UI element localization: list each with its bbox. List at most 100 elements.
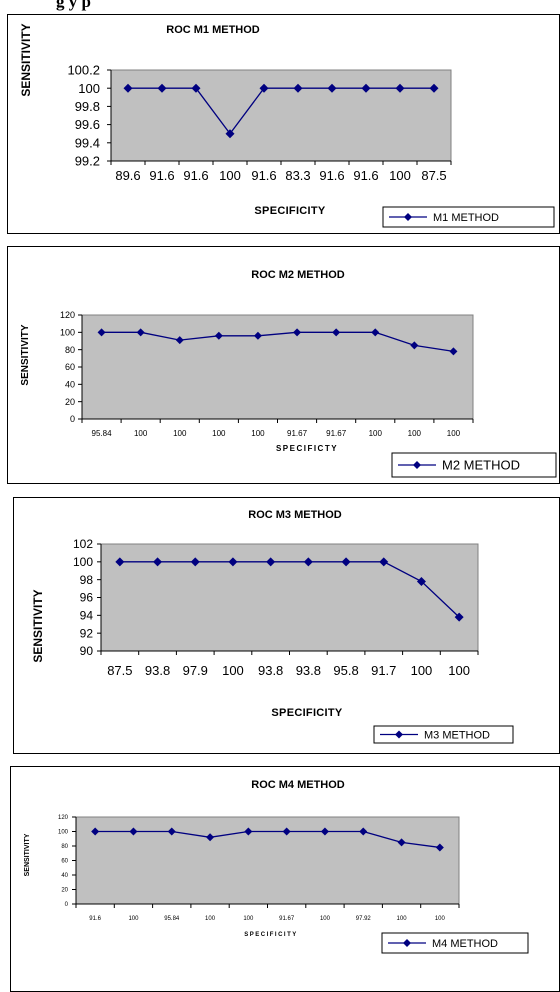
series-line — [101, 331, 454, 353]
data-point-marker — [371, 328, 380, 337]
data-point-marker — [332, 328, 341, 337]
data-point-marker — [97, 328, 106, 337]
y-tick-label: 100 — [60, 327, 75, 337]
x-tick-label: 91.6 — [353, 168, 378, 183]
x-tick-label: 89.6 — [115, 168, 140, 183]
x-tick-label: 91.7 — [371, 663, 396, 678]
y-tick-label: 100 — [58, 830, 69, 836]
figure-caption-text: g y p — [56, 0, 91, 11]
legend-box — [382, 206, 555, 228]
x-tick-label: 97.92 — [356, 916, 372, 922]
x-tick-label: 91.6 — [183, 168, 208, 183]
y-tick-label: 99.6 — [75, 117, 100, 132]
y-tick-label: 20 — [61, 888, 68, 894]
x-tick-label: 100 — [219, 168, 241, 183]
legend-label: M2 METHOD — [442, 458, 520, 473]
y-axis-label: SENSITIVITY — [31, 589, 45, 662]
x-tick-label: 100 — [397, 916, 408, 922]
x-tick-label: 91.6 — [149, 168, 174, 183]
data-point-marker — [266, 557, 276, 567]
legend-marker — [404, 213, 412, 221]
legend-label: M1 METHOD — [433, 212, 499, 224]
chart-panel-m4: ROC M4 METHOD 0 20 40 60 80 100 120 91.6 100 95.84… — [10, 766, 560, 992]
y-tick-label: 60 — [61, 859, 68, 865]
x-tick-label: 87.5 — [107, 663, 132, 678]
data-point-marker — [191, 83, 201, 93]
data-point-marker — [410, 341, 419, 350]
data-point-marker — [327, 83, 337, 93]
data-point-marker — [175, 336, 184, 345]
data-point-marker — [228, 557, 238, 567]
y-tick-label: 102 — [73, 537, 93, 551]
x-tick-label: 100 — [447, 429, 461, 438]
chart-m3: ROC M3 METHOD 90 92 94 96 98 100 102 87.5 93.8 97.… — [31, 509, 514, 744]
data-point-marker — [123, 83, 133, 93]
x-tick-label: 97.9 — [183, 663, 208, 678]
data-point-marker — [282, 827, 291, 836]
y-axis-label: SENSITIVITY — [24, 833, 31, 876]
x-tick-label: 95.84 — [164, 916, 180, 922]
data-point-marker — [379, 557, 389, 567]
chart-m2: ROC M2 METHOD 0 20 40 60 80 100 120 95.84 100 100 1… — [20, 269, 557, 478]
x-tick-label: 91.67 — [279, 916, 295, 922]
data-point-marker — [225, 129, 235, 139]
y-tick-label: 99.8 — [75, 99, 100, 114]
x-tick-label: 95.84 — [92, 429, 113, 438]
y-tick-label: 90 — [80, 644, 94, 658]
y-tick-label: 94 — [80, 609, 94, 623]
y-tick-label: 80 — [61, 844, 68, 850]
data-point-marker — [293, 83, 303, 93]
y-tick-label: 98 — [80, 573, 94, 587]
chart-panel-m2: ROC M2 METHOD 0 20 40 60 80 100 120 95.84 100 100 1… — [7, 246, 560, 484]
x-tick-label: 100 — [251, 429, 265, 438]
data-point-marker — [136, 328, 145, 337]
y-tick-label: 92 — [80, 626, 94, 640]
y-tick-label: 100.2 — [67, 63, 100, 78]
data-point-marker — [206, 833, 215, 842]
legend-marker — [403, 939, 411, 947]
legend-marker — [413, 461, 421, 469]
x-tick-label: 95.8 — [333, 663, 358, 678]
x-tick-label: 100 — [411, 663, 433, 678]
x-tick-label: 91.67 — [326, 429, 347, 438]
y-tick-label: 99.4 — [75, 135, 100, 150]
legend-box — [373, 725, 514, 744]
x-tick-label: 100 — [212, 429, 226, 438]
x-tick-label: 87.5 — [421, 168, 446, 183]
series-line — [119, 561, 460, 618]
y-tick-label: 40 — [61, 873, 68, 879]
x-tick-label: 100 — [408, 429, 422, 438]
series-line — [128, 87, 434, 135]
y-tick-label: 60 — [65, 362, 75, 372]
data-point-marker — [416, 576, 426, 586]
x-tick-label: 100 — [369, 429, 383, 438]
data-point-marker — [395, 83, 405, 93]
data-point-marker — [167, 827, 176, 836]
chart-title: ROC M2 METHOD — [251, 269, 345, 281]
x-axis-label: SPECIFICITY — [271, 707, 343, 719]
x-axis-label: SPECIFICITY — [244, 932, 298, 938]
data-point-marker — [259, 83, 269, 93]
x-tick-label: 100 — [134, 429, 148, 438]
x-tick-label: 93.8 — [296, 663, 321, 678]
y-tick-label: 20 — [65, 397, 75, 407]
data-point-marker — [253, 331, 262, 340]
data-point-marker — [91, 827, 100, 836]
series-line — [95, 830, 440, 849]
y-tick-label: 0 — [70, 414, 75, 424]
data-point-marker — [157, 83, 167, 93]
data-point-marker — [190, 557, 200, 567]
x-tick-label: 100 — [222, 663, 244, 678]
y-tick-label: 99.2 — [75, 154, 100, 169]
data-point-marker — [341, 557, 351, 567]
y-tick-label: 120 — [60, 310, 75, 320]
y-tick-label: 100 — [73, 555, 93, 569]
x-tick-label: 83.3 — [285, 168, 310, 183]
data-point-marker — [435, 843, 444, 852]
y-tick-label: 96 — [80, 591, 94, 605]
x-tick-label: 100 — [205, 916, 216, 922]
x-tick-label: 91.6 — [319, 168, 344, 183]
data-point-marker — [293, 328, 302, 337]
legend-marker — [395, 730, 403, 739]
y-tick-label: 120 — [58, 815, 69, 821]
